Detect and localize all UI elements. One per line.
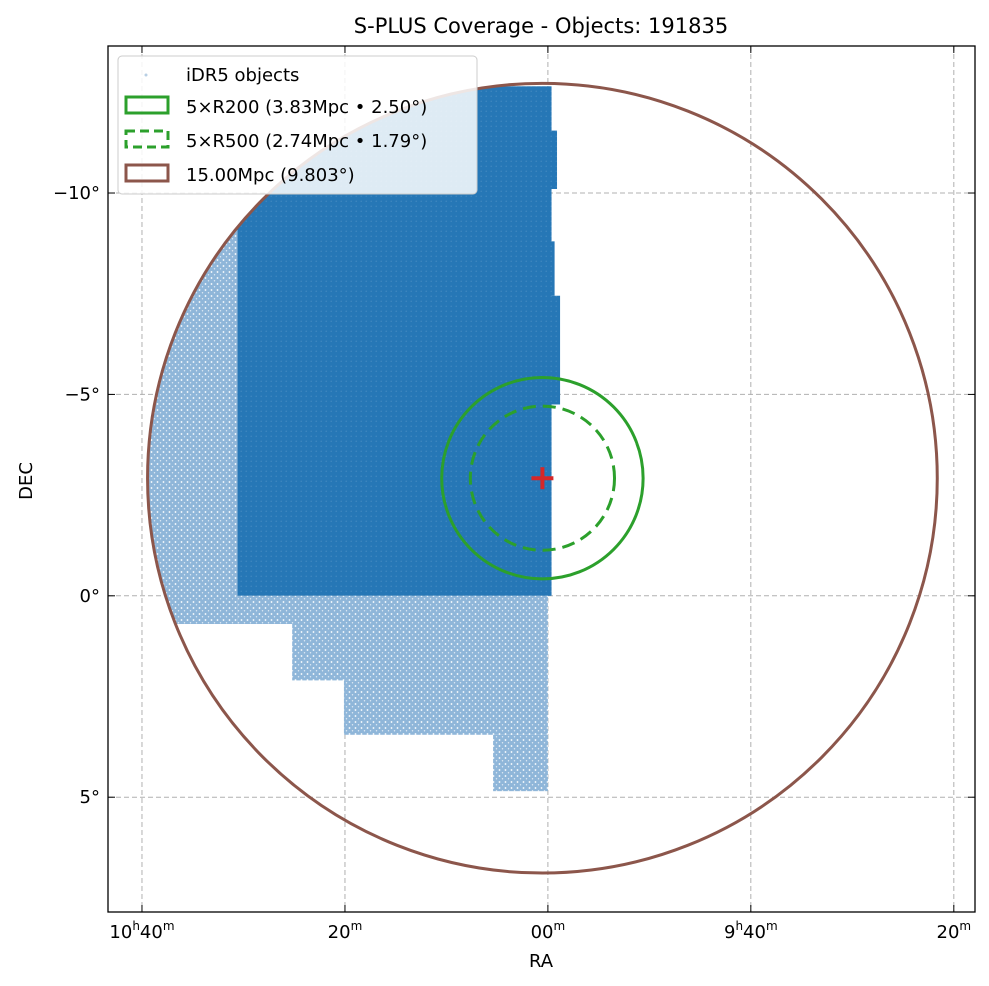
x-tick-label: 20m (937, 919, 972, 943)
x-axis-label: RA (529, 951, 554, 972)
points-region (548, 295, 561, 405)
legend-marker-r500 (124, 129, 170, 149)
r500-circle (468, 404, 617, 552)
y-axis-label: DEC (16, 462, 37, 500)
y-tick-label: 5° (80, 787, 100, 808)
points-region (536, 130, 558, 189)
chart-title: S-PLUS Coverage - Objects: 191835 (354, 14, 728, 38)
legend-box (117, 55, 478, 195)
legend-label-ring: 15.00Mpc (9.803°) (186, 165, 355, 186)
y-tick-label: −10° (53, 183, 100, 204)
radius-15mpc-circle (146, 81, 939, 875)
x-tick-label: 20m (328, 919, 363, 943)
legend-marker-r200 (124, 95, 170, 115)
circles-layer (146, 81, 939, 875)
axis-ticks: 5° 0° −5° −10° 10h40m 20m 00m 9h40m 20m (53, 46, 975, 943)
points-region (343, 680, 548, 735)
legend: iDR5 objects 5×R200 (3.83Mpc • 2.50°) 5×… (117, 55, 478, 195)
legend-label-points: iDR5 objects (186, 65, 299, 86)
r200-circle (440, 375, 645, 581)
x-tick-label: 10h40m (109, 919, 174, 943)
legend-label-r200: 5×R200 (3.83Mpc • 2.50°) (186, 97, 427, 118)
x-tick-label: 9h40m (724, 919, 778, 943)
points-region (237, 595, 548, 625)
y-tick-label: 0° (80, 586, 100, 607)
points-region (493, 734, 548, 792)
legend-marker-points (144, 73, 148, 77)
points-region (292, 624, 548, 681)
plot-frame (107, 45, 976, 913)
legend-marker-ring (124, 163, 170, 183)
legend-label-r500: 5×R500 (2.74Mpc • 1.79°) (186, 131, 427, 152)
x-tick-label: 00m (531, 919, 566, 943)
y-tick-label: −5° (64, 384, 100, 405)
points-region (550, 241, 555, 296)
